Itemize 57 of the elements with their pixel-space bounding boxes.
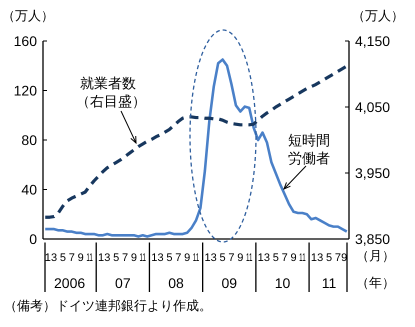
text: 2006 <box>54 275 86 291</box>
text: 就業者数（右目盛） <box>76 74 146 110</box>
x-tick-label: 11 <box>192 252 204 264</box>
x-tick-label: 3 <box>51 252 58 264</box>
y2-tick-label: 3,950 <box>355 165 390 181</box>
x-tick-label: 11 <box>246 252 258 264</box>
x-tick-label: 1 <box>310 252 318 264</box>
x-tick-label: 5 <box>272 252 279 264</box>
text: （年） <box>356 275 396 291</box>
x-tick-label: 1 <box>258 252 264 264</box>
x-tick-label: 5 <box>220 252 226 264</box>
x-tick-label: 5 <box>113 252 120 264</box>
y2-tick-label: 4,150 <box>355 33 390 49</box>
x-tick-label: 1 <box>44 252 51 264</box>
text: 11 <box>322 275 337 291</box>
x-tick-label: 9 <box>184 252 190 264</box>
y-tick-label: 80 <box>21 132 38 148</box>
x-tick-label: 5 <box>326 252 332 264</box>
x-tick-label: 5 <box>166 252 172 264</box>
x-tick-label: 7 <box>282 252 288 264</box>
series-label: 短時間労働者 <box>287 131 331 167</box>
x-tick-label: 11 <box>140 252 151 264</box>
x-tick-label: 7 <box>68 252 75 264</box>
x-tick-label: 5 <box>60 252 66 264</box>
y-tick-label: 160 <box>14 33 38 49</box>
x-tick-label: 1 <box>98 252 104 264</box>
x-tick-label: 3 <box>264 252 270 264</box>
x-tick-label: 1 <box>151 252 158 264</box>
y-tick-label: 120 <box>14 82 38 98</box>
y2-tick-label: 3,850 <box>355 231 390 247</box>
x-tick-label: 7 <box>334 252 341 264</box>
x-tick-label: 7 <box>122 252 128 264</box>
x-tick-label: 9 <box>237 252 244 264</box>
text: （備考）ドイツ連邦銀行より作成。 <box>4 298 213 314</box>
x-tick-label: 11 <box>299 252 311 264</box>
text: 09 <box>221 275 238 291</box>
x-tick-label: 3 <box>317 252 324 264</box>
x-tick-label: 3 <box>210 252 217 264</box>
x-tick-label: 3 <box>104 252 110 264</box>
text: 08 <box>168 275 184 291</box>
x-tick-label: 9 <box>78 252 84 264</box>
x-tick-label: 9 <box>290 252 297 264</box>
x-axis-title: （月） <box>356 248 396 264</box>
x-tick-label: 11 <box>86 252 98 264</box>
x-tick-label: 3 <box>157 252 164 264</box>
x-tick-label: 1 <box>204 252 211 264</box>
y-tick-label: 40 <box>21 182 38 198</box>
x-tick-label: 7 <box>175 252 182 264</box>
y-axis-title: （万人） <box>2 8 55 24</box>
y2-tick-label: 4,050 <box>355 99 390 115</box>
text: 10 <box>274 275 290 291</box>
x-tick-label: 9 <box>130 252 137 264</box>
y2-axis-title: （万人） <box>352 8 405 24</box>
x-tick-label: 7 <box>228 252 235 264</box>
y-tick-label: 0 <box>29 231 38 247</box>
x-tick-label: 9 <box>341 252 348 264</box>
text: 07 <box>115 275 131 291</box>
